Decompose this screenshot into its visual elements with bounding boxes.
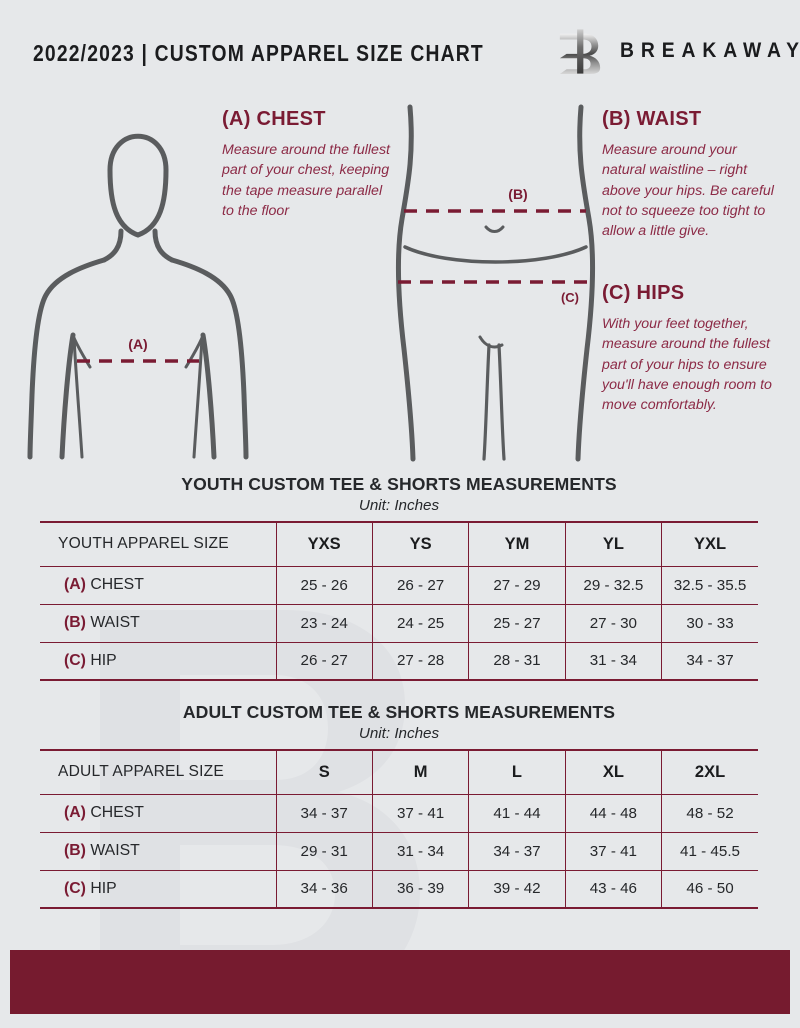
instruction-chest: (A) CHEST Measure around the fullest par…	[222, 108, 397, 221]
adult-waist-s: 29 - 31	[275, 831, 373, 870]
measurement-diagrams: (A) (B) (C)	[0, 95, 800, 465]
adult-hip-l: 39 - 42	[468, 869, 566, 909]
upper-body-figure: (A)	[27, 133, 249, 460]
instruction-hips-body: With your feet together, measure around …	[602, 316, 772, 414]
youth-row-chest-label: (A) CHEST	[40, 565, 276, 604]
adult-row-hip-tag: (C)	[64, 879, 86, 897]
youth-row-chest-name: CHEST	[90, 576, 144, 593]
page-header: 2022/2023 | CUSTOM APPAREL SIZE CHART	[0, 0, 800, 92]
youth-row-waist-tag: (B)	[64, 614, 86, 631]
footer-bar	[10, 950, 790, 1014]
adult-row-waist-label: (B) WAIST	[40, 831, 276, 870]
youth-size-yxs: YXS	[275, 521, 373, 566]
adult-row-waist-tag: (B)	[64, 842, 86, 859]
table-row: (C) HIP 34 - 36 36 - 39 39 - 42 43 - 46 …	[40, 869, 758, 909]
youth-row-chest-tag: (A)	[64, 576, 86, 593]
instruction-hips-heading: (C) HIPS	[602, 282, 685, 304]
table-header-row: ADULT APPAREL SIZE S M L XL 2XL	[40, 749, 758, 794]
table-row: (C) HIP 26 - 27 27 - 28 28 - 31 31 - 34 …	[40, 641, 758, 681]
youth-hip-yl: 31 - 34	[564, 641, 662, 681]
adult-size-table: ADULT APPAREL SIZE S M L XL 2XL (A) CHES…	[40, 749, 758, 909]
lower-body-figure: (B) (C)	[395, 104, 596, 462]
youth-hip-yxs: 26 - 27	[275, 641, 373, 681]
hip-marker-label: (C)	[561, 290, 579, 305]
adult-size-s: S	[275, 749, 373, 794]
youth-size-ym: YM	[468, 521, 566, 566]
adult-chest-l: 41 - 44	[468, 793, 566, 832]
youth-hip-ym: 28 - 31	[468, 641, 566, 681]
table-row: (A) CHEST 34 - 37 37 - 41 41 - 44 44 - 4…	[40, 793, 758, 832]
youth-size-yl: YL	[564, 521, 662, 566]
adult-size-l: L	[468, 749, 566, 794]
table-row: (A) CHEST 25 - 26 26 - 27 27 - 29 29 - 3…	[40, 565, 758, 604]
waist-marker-label: (B)	[508, 186, 527, 202]
youth-chest-yxs: 25 - 26	[275, 565, 373, 604]
instruction-waist: (B) WAIST Measure around your natural wa…	[602, 108, 774, 241]
adult-size-m: M	[371, 749, 469, 794]
youth-waist-ym: 25 - 27	[468, 603, 566, 642]
youth-section: YOUTH CUSTOM TEE & SHORTS MEASUREMENTS U…	[40, 474, 758, 681]
youth-chest-yxl: 32.5 - 35.5	[661, 565, 758, 604]
adult-hip-m: 36 - 39	[371, 869, 469, 909]
adult-row-hip-name: HIP	[90, 879, 117, 897]
brand-name: BREAKAWAY	[620, 39, 800, 62]
youth-size-table: YOUTH APPAREL SIZE YXS YS YM YL YXL (A) …	[40, 521, 758, 681]
youth-chest-yl: 29 - 32.5	[564, 565, 662, 604]
youth-table-unit: Unit: Inches	[358, 497, 440, 514]
breakaway-b-logo-icon	[559, 29, 601, 75]
youth-chest-ys: 26 - 27	[371, 565, 469, 604]
table-row: (B) WAIST 23 - 24 24 - 25 25 - 27 27 - 3…	[40, 603, 758, 642]
adult-chest-2xl: 48 - 52	[661, 793, 758, 832]
adult-size-2xl: 2XL	[661, 749, 758, 794]
adult-chest-m: 37 - 41	[371, 793, 469, 832]
adult-waist-xl: 37 - 41	[564, 831, 662, 870]
youth-waist-yl: 27 - 30	[564, 603, 662, 642]
brand-logo: BREAKAWAY	[556, 27, 800, 75]
adult-row-hip-label: (C) HIP	[40, 869, 276, 909]
adult-waist-2xl: 41 - 45.5	[661, 831, 758, 870]
table-header-row: YOUTH APPAREL SIZE YXS YS YM YL YXL	[40, 521, 758, 566]
adult-chest-s: 34 - 37	[275, 793, 373, 832]
youth-waist-yxl: 30 - 33	[661, 603, 758, 642]
instruction-waist-body: Measure around your natural waistline – …	[602, 142, 774, 240]
instruction-waist-heading: (B) WAIST	[602, 108, 702, 130]
youth-size-yxl: YXL	[661, 521, 758, 566]
adult-waist-l: 34 - 37	[468, 831, 566, 870]
adult-row-chest-name: CHEST	[90, 804, 144, 821]
adult-waist-m: 31 - 34	[371, 831, 469, 870]
adult-size-xl: XL	[564, 749, 662, 794]
youth-size-ys: YS	[371, 521, 469, 566]
adult-hip-2xl: 46 - 50	[661, 869, 758, 909]
adult-size-header: ADULT APPAREL SIZE	[40, 749, 276, 794]
adult-hip-s: 34 - 36	[275, 869, 373, 909]
chest-marker-label: (A)	[128, 336, 147, 352]
youth-row-waist-name: WAIST	[90, 614, 140, 631]
instruction-chest-body: Measure around the fullest part of your …	[222, 142, 390, 219]
adult-chest-xl: 44 - 48	[564, 793, 662, 832]
youth-size-header: YOUTH APPAREL SIZE	[40, 521, 276, 566]
adult-row-chest-label: (A) CHEST	[40, 793, 276, 832]
table-row: (B) WAIST 29 - 31 31 - 34 34 - 37 37 - 4…	[40, 831, 758, 870]
youth-chest-ym: 27 - 29	[468, 565, 566, 604]
youth-row-waist-label: (B) WAIST	[40, 603, 276, 642]
youth-row-hip-name: HIP	[90, 651, 117, 669]
adult-table-title: ADULT CUSTOM TEE & SHORTS MEASUREMENTS	[182, 702, 616, 722]
instruction-hips: (C) HIPS With your feet together, measur…	[602, 282, 774, 415]
adult-row-waist-name: WAIST	[90, 842, 140, 859]
instruction-chest-heading: (A) CHEST	[222, 108, 326, 130]
adult-hip-xl: 43 - 46	[564, 869, 662, 909]
youth-hip-ys: 27 - 28	[371, 641, 469, 681]
youth-row-hip-label: (C) HIP	[40, 641, 276, 681]
adult-row-chest-tag: (A)	[64, 804, 86, 821]
youth-waist-ys: 24 - 25	[371, 603, 469, 642]
youth-row-hip-tag: (C)	[64, 651, 86, 669]
youth-table-title: YOUTH CUSTOM TEE & SHORTS MEASUREMENTS	[181, 474, 617, 494]
youth-hip-yxl: 34 - 37	[661, 641, 758, 681]
adult-table-unit: Unit: Inches	[358, 725, 440, 742]
page-title: 2022/2023 | CUSTOM APPAREL SIZE CHART	[33, 40, 484, 66]
youth-waist-yxs: 23 - 24	[275, 603, 373, 642]
adult-section: ADULT CUSTOM TEE & SHORTS MEASUREMENTS U…	[40, 702, 758, 909]
